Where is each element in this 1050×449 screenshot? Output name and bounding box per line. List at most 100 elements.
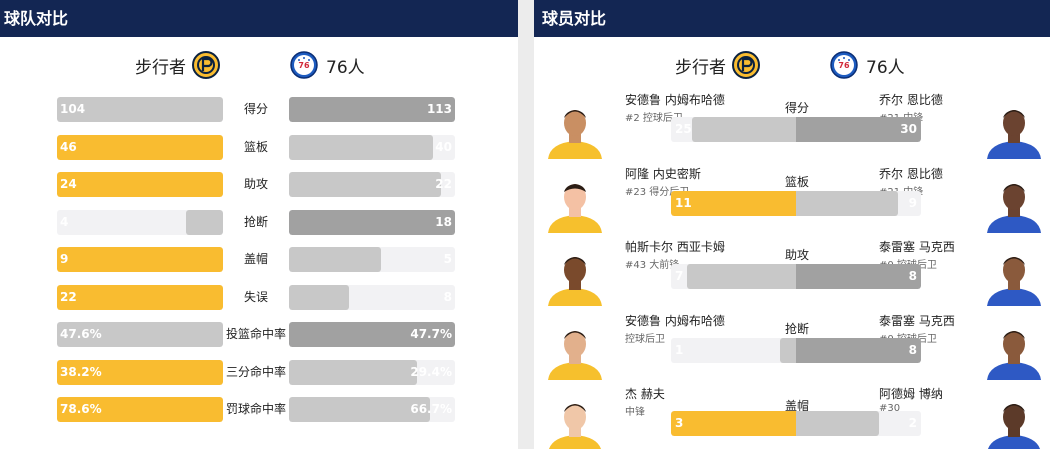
right-player-name[interactable]: 乔尔 恩比德 [879,93,943,107]
left-stat-bar [57,284,223,310]
right-stat-track: 40 [289,134,455,160]
right-stat-value: 8 [443,289,452,304]
left-player-bar [780,337,796,363]
right-player-avatar [983,322,1045,380]
stat-label: 失误 [243,289,268,304]
left-stat-value: 46 [60,139,77,154]
left-stat-track: 9 [57,247,223,272]
left-player-position: 控球后卫 [625,333,665,345]
left-player-name[interactable]: 安德鲁 内姆布哈德 [625,93,725,107]
left-stat-track: 4 [57,209,223,235]
left-stat-track: 24 [57,172,223,197]
right-player-avatar [983,395,1045,449]
player-stat-label: 助攻 [784,248,809,262]
right-stat-bar [289,359,417,385]
right-player-track: 30 [796,117,921,142]
left-stat-track: 46 [57,134,223,160]
left-player-value: 7 [675,269,684,283]
team-comparison-panel: 球队对比 步行者 76 76人 104 得分 113 46 篮板 40 24 助攻 22 4 抢断 1… [0,0,518,449]
left-player-bar [691,117,796,142]
right-player-name[interactable]: 泰雷塞 马克西 [879,313,955,328]
team-stat-row: 9 盖帽 5 [0,247,518,272]
right-stat-value: 5 [443,252,452,266]
team-stat-row: 46 篮板 40 [0,134,518,160]
right-stat-track: 113 [289,97,455,122]
right-stat-track: 22 [289,172,455,197]
left-player-bar [671,190,796,216]
right-stat-track: 47.7% [289,322,455,347]
left-player-value: 11 [675,195,692,210]
right-stat-bar [289,284,350,310]
right-player-value: 8 [908,342,917,357]
left-player-avatar [544,395,606,449]
svg-text:76: 76 [298,61,310,70]
left-stat-value: 104 [60,102,86,116]
right-player-value: 30 [900,122,917,136]
right-stat-bar [289,134,434,160]
player-comparison-title: 球员对比 [534,0,1050,37]
left-stat-bar [57,322,223,347]
pacers-logo-icon [732,51,760,79]
left-stat-value: 78.6% [60,402,102,416]
right-player-name[interactable]: 阿德姆 博纳 [879,387,943,401]
76ers-logo-icon: 76 [830,51,858,79]
right-stat-track: 29.4% [289,359,455,385]
stat-label: 得分 [243,102,268,116]
right-player-name[interactable]: 乔尔 恩比德 [879,166,943,181]
right-stat-bar [289,97,455,122]
player-comparison-panel: 球员对比 步行者 76 76人 安德鲁 内姆布哈德 #2 控球后卫 得分 乔尔 恩比德… [534,0,1050,449]
left-stat-track: 78.6% [57,397,223,422]
right-stat-track: 18 [289,209,455,235]
right-team-name: 76人 [326,57,365,78]
left-stat-bar [57,134,223,160]
left-stat-bar [57,172,223,197]
left-stat-bar [57,397,223,422]
left-player-position: #23 得分后卫 [625,186,690,198]
right-stat-bar [289,172,442,197]
stat-label: 抢断 [243,214,268,229]
svg-text:76: 76 [838,61,850,70]
right-player-track: 8 [796,337,921,363]
left-player-name[interactable]: 帕斯卡尔 西亚卡姆 [625,240,725,254]
left-player-name[interactable]: 阿隆 内史密斯 [625,166,701,181]
left-player-position: 中锋 [625,407,645,418]
left-player-name[interactable]: 安德鲁 内姆布哈德 [625,313,725,328]
left-player-avatar [544,101,606,159]
right-stat-value: 22 [435,177,452,191]
right-player-position: #30 [879,403,901,414]
left-team-heading: 步行者 [675,50,760,80]
left-player-track: 3 [671,411,796,436]
right-player-avatar [983,248,1045,306]
right-player-bar [796,411,880,436]
left-stat-value: 47.6% [60,327,102,341]
stat-label: 助攻 [243,177,268,191]
left-player-avatar [544,322,606,380]
right-stat-bar [289,209,455,235]
team-stat-row: 4 抢断 18 [0,209,518,235]
left-stat-track: 22 [57,284,223,310]
right-team-name: 76人 [866,57,905,78]
right-stat-value: 40 [435,139,452,154]
right-stat-value: 29.4% [410,364,452,379]
right-player-name[interactable]: 泰雷塞 马克西 [879,240,955,254]
player-stat-label: 篮板 [784,174,809,189]
team-stat-row: 104 得分 113 [0,97,518,122]
left-player-value: 3 [675,416,684,430]
left-player-track: 11 [671,190,796,216]
player-stat-label: 抢断 [784,321,809,336]
player-stat-label: 盖帽 [784,399,809,413]
left-stat-track: 38.2% [57,359,223,385]
left-player-value: 1 [675,342,684,357]
right-stat-track: 8 [289,284,455,310]
left-player-position: #2 控球后卫 [625,113,683,124]
left-player-value: 25 [675,122,692,136]
left-player-name[interactable]: 杰 赫夫 [625,387,665,401]
left-team-name: 步行者 [135,57,186,78]
right-player-bar [796,117,921,142]
right-stat-bar [289,322,455,347]
left-player-track: 1 [671,337,796,363]
right-stat-value: 66.7% [410,402,452,416]
left-player-position: #43 大前锋 [625,260,680,271]
